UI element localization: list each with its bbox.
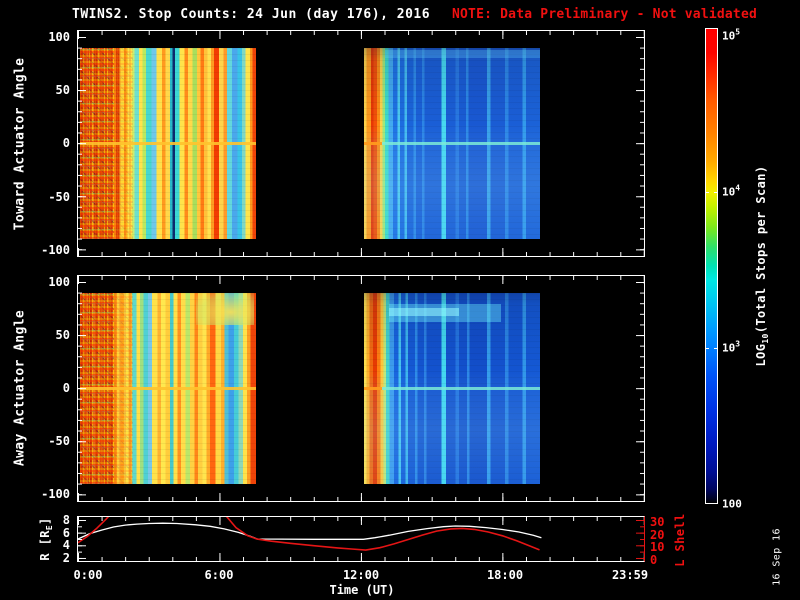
toward-ytick: 50 (55, 83, 70, 97)
colorbar-tick-1e3 (714, 347, 717, 349)
toward-block1 (80, 48, 257, 239)
r-ytick: 8 (62, 513, 70, 527)
lshell-ytick: 0 (650, 553, 658, 567)
toward-ytick: 100 (48, 30, 70, 44)
away-heatmap (78, 293, 644, 484)
colorbar-label-1e4: 104 (722, 183, 741, 199)
colorbar-tick-1e4 (706, 191, 709, 193)
away-panel (77, 275, 645, 502)
away-ytick: -100 (41, 487, 70, 501)
colorbar-tick-1e4 (714, 191, 717, 193)
xtick-2359: 23:59 (611, 568, 649, 582)
l-shell-curve-b (225, 517, 540, 551)
toward-ytick: -50 (48, 190, 70, 204)
away-axis-title: Away Actuator Angle (12, 309, 28, 467)
r-ytick: 6 (62, 526, 70, 540)
colorbar-title: LOG10(Total Stops per Scan) (753, 165, 771, 367)
away-block2 (364, 293, 541, 484)
preliminary-note: NOTE: Data Preliminary - Not validated (452, 7, 758, 22)
colorbar-label-1e5: 105 (722, 27, 741, 43)
lshell-ytick: 30 (650, 515, 665, 529)
away-ytick: 50 (55, 328, 70, 342)
r-axis-title: R [RE] (37, 517, 55, 561)
colorbar (705, 28, 718, 504)
xtick-1200: 12:00 (342, 568, 380, 582)
x-axis-title: Time (UT) (329, 583, 395, 597)
xtick-0600: 6:00 (204, 568, 234, 582)
toward-ytick: 0 (62, 136, 70, 150)
page-title: TWINS2. Stop Counts: 24 Jun (day 176), 2… (72, 7, 431, 22)
lshell-ytick: 10 (650, 540, 665, 554)
away-block1 (80, 293, 257, 484)
away-ytick: 0 (62, 381, 70, 395)
toward-block2 (364, 48, 541, 239)
r-curve (78, 522, 542, 540)
datestamp: 16 Sep 16 (771, 528, 783, 586)
away-ytick: -50 (48, 434, 70, 448)
lshell-ytick: 20 (650, 528, 665, 542)
lshell-axis-title: L Shell (673, 513, 687, 567)
r-ytick: 2 (62, 551, 70, 565)
xtick-1800: 18:00 (486, 568, 524, 582)
colorbar-tick-1e3 (706, 347, 709, 349)
xtick-0000: 0:00 (73, 568, 103, 582)
toward-heatmap (78, 48, 644, 239)
toward-axis-title: Toward Actuator Angle (12, 57, 28, 231)
orbit-curves (78, 517, 542, 551)
orbit-panel (77, 516, 645, 562)
toward-panel (77, 30, 645, 257)
away-ytick: 100 (48, 275, 70, 289)
colorbar-label-1e3: 103 (722, 339, 741, 355)
colorbar-label-100: 100 (722, 497, 742, 511)
toward-ytick: -100 (41, 243, 70, 257)
r-ytick: 4 (62, 538, 70, 552)
